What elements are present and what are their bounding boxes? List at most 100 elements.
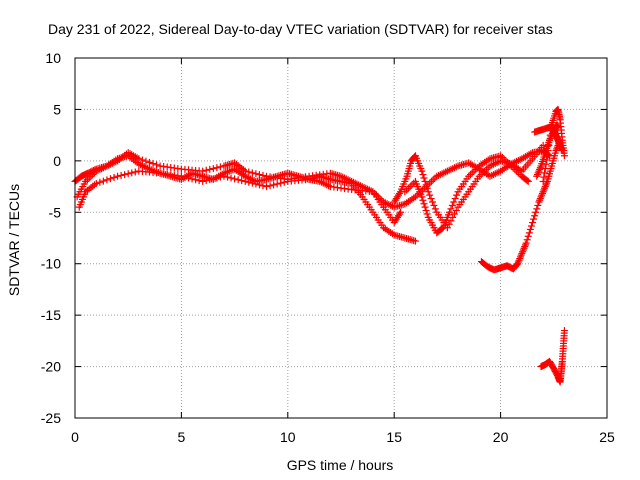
series-arc-2	[73, 149, 405, 227]
data-point	[519, 248, 527, 256]
data-point	[518, 249, 526, 257]
data-point	[234, 176, 242, 184]
data-point	[535, 198, 543, 206]
data-point	[149, 160, 157, 168]
data-point	[521, 243, 529, 251]
data-point	[114, 172, 122, 180]
data-point	[96, 178, 104, 186]
data-point	[529, 219, 537, 227]
data-point	[241, 177, 249, 185]
data-point	[418, 167, 426, 175]
data-point	[92, 179, 100, 187]
data-point	[181, 173, 189, 181]
x-tick-label: 10	[280, 429, 296, 445]
data-point	[525, 229, 533, 237]
data-point	[213, 174, 221, 182]
data-point	[533, 205, 541, 213]
data-point	[536, 164, 544, 172]
data-point	[447, 217, 455, 225]
data-point	[252, 180, 260, 188]
data-point	[106, 175, 114, 183]
x-tick-label: 20	[493, 429, 509, 445]
data-point	[124, 170, 132, 178]
data-point	[199, 177, 207, 185]
y-tick-label: -10	[41, 256, 61, 272]
data-point	[404, 184, 412, 192]
data-point	[517, 251, 525, 259]
data-point	[277, 179, 285, 187]
data-point	[533, 171, 541, 179]
x-tick-label: 25	[599, 429, 615, 445]
data-point	[521, 241, 529, 249]
data-point	[524, 177, 532, 185]
data-point	[541, 169, 549, 177]
data-point	[430, 201, 438, 209]
data-point	[554, 124, 562, 132]
data-point	[418, 193, 426, 201]
x-tick-label: 0	[71, 429, 79, 445]
data-point	[128, 169, 136, 177]
series-arc-3	[75, 147, 554, 211]
data-point	[427, 195, 435, 203]
data-point	[424, 188, 432, 196]
axis-ticks: 0 5 10 15 20 25 -25 -20 -15 -10 -5 0 5 10	[41, 50, 615, 445]
data-point	[238, 177, 246, 185]
data-point	[202, 166, 210, 174]
data-point	[419, 196, 427, 204]
data-point	[539, 188, 547, 196]
data-point	[397, 208, 405, 216]
plot-frame	[74, 57, 608, 419]
data-point	[131, 168, 139, 176]
data-point	[216, 163, 224, 171]
data-point	[422, 207, 430, 215]
data-point	[224, 173, 232, 181]
data-point	[220, 172, 228, 180]
y-axis-label: SDTVAR / TECUs	[6, 184, 22, 296]
data-point	[145, 158, 153, 166]
data-point	[497, 152, 505, 160]
data-point	[206, 176, 214, 184]
y-tick-label: -15	[41, 307, 61, 323]
data-point	[516, 253, 524, 261]
data-point	[552, 147, 560, 155]
data-point	[468, 169, 476, 177]
data-point	[255, 171, 263, 179]
data-point	[110, 173, 118, 181]
data-point	[531, 212, 539, 220]
data-point	[541, 183, 549, 191]
data-point	[419, 171, 427, 179]
data-point	[99, 177, 107, 185]
series-arc-8	[533, 126, 566, 180]
data-point	[121, 171, 129, 179]
data-point	[546, 136, 554, 144]
data-point	[452, 207, 460, 215]
data-point	[516, 255, 524, 263]
data-point	[520, 244, 528, 252]
data-point	[498, 153, 506, 161]
data-point	[245, 178, 253, 186]
data-point	[209, 175, 217, 183]
data-point	[142, 157, 150, 165]
data-point	[206, 165, 214, 173]
data-point	[536, 195, 544, 203]
data-point	[523, 236, 531, 244]
series-arc-1	[71, 152, 419, 245]
data-point	[538, 191, 546, 199]
data-point	[423, 210, 431, 218]
data-point	[231, 175, 239, 183]
data-point	[451, 195, 459, 203]
data-point	[403, 186, 411, 194]
data-point	[530, 215, 538, 223]
data-point	[188, 175, 196, 183]
x-tick-label: 5	[178, 429, 186, 445]
data-point	[266, 182, 274, 190]
data-point	[202, 177, 210, 185]
data-point	[526, 225, 534, 233]
data-point	[448, 201, 456, 209]
data-point	[422, 181, 430, 189]
data-point	[138, 156, 146, 164]
data-point	[514, 258, 522, 266]
data-point	[429, 198, 437, 206]
data-point	[396, 210, 404, 218]
